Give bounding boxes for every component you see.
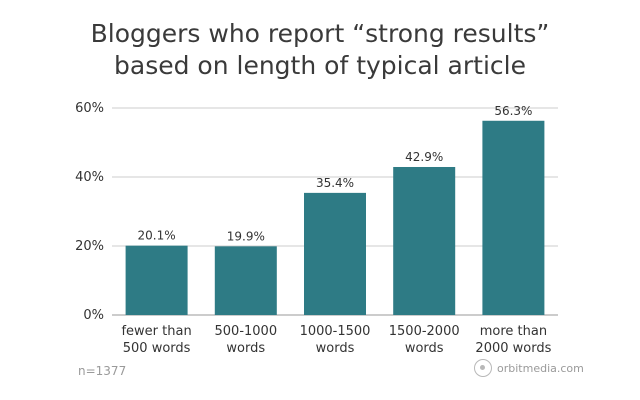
data-label: 20.1%: [138, 229, 176, 243]
data-label: 42.9%: [405, 150, 443, 164]
x-tick-label: words: [316, 341, 355, 356]
y-tick-label: 20%: [75, 239, 104, 254]
x-tick-label: words: [226, 341, 265, 356]
x-tick-label: 500-1000: [215, 324, 278, 339]
chart-title-line-2: based on length of typical article: [114, 51, 526, 80]
orbit-logo-icon: [474, 359, 492, 377]
brand-watermark: orbitmedia.com: [474, 359, 584, 377]
data-label: 35.4%: [316, 176, 354, 190]
brand-name: orbitmedia.com: [497, 361, 584, 375]
bar: [214, 246, 277, 315]
x-tick-label: fewer than: [121, 324, 191, 339]
x-tick-label: 1500-2000: [389, 324, 460, 339]
bar: [304, 192, 366, 315]
chart-title: Bloggers who report “strong results” bas…: [0, 18, 640, 82]
y-tick-label: 0%: [83, 308, 104, 323]
x-tick-label: 1000-1500: [300, 324, 371, 339]
data-label: 19.9%: [227, 229, 265, 243]
bar: [482, 120, 545, 315]
x-tick-label: words: [405, 341, 444, 356]
y-tick-label: 60%: [75, 101, 104, 116]
x-tick-label: 500 words: [123, 341, 191, 356]
bar: [125, 245, 188, 315]
y-tick-label: 40%: [75, 170, 104, 185]
x-tick-label: more than: [480, 324, 547, 339]
x-tick-label: 2000 words: [475, 341, 551, 356]
chart-title-line-1: Bloggers who report “strong results”: [90, 19, 550, 48]
bar: [393, 166, 456, 315]
data-label: 56.3%: [494, 104, 532, 118]
sample-size-note: n=1377: [78, 364, 127, 378]
